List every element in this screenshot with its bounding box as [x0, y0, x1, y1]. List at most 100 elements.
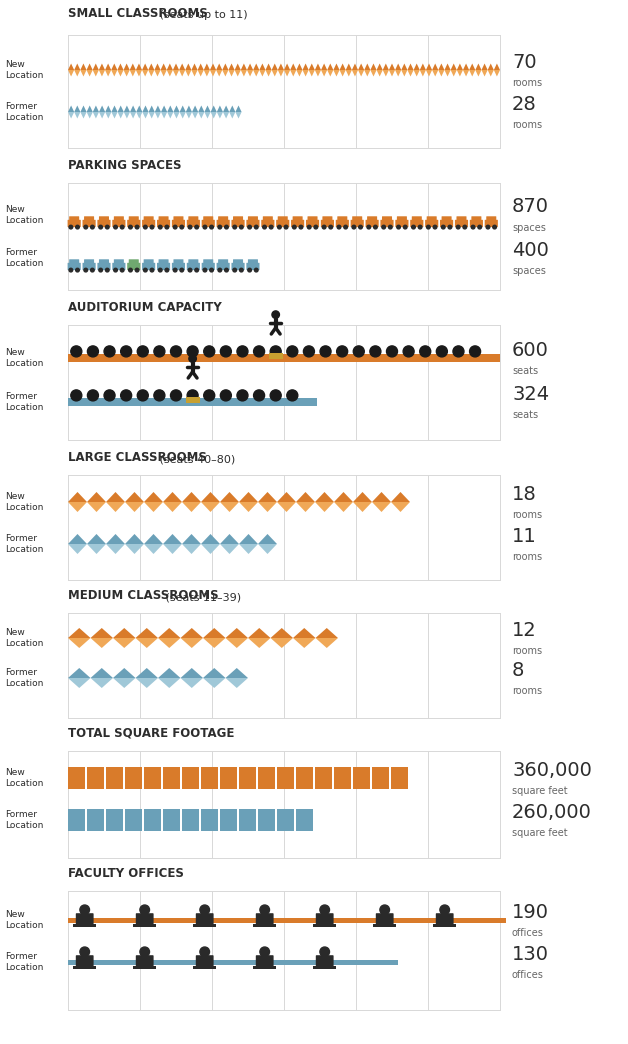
Polygon shape: [180, 678, 203, 688]
Polygon shape: [167, 105, 173, 112]
Polygon shape: [271, 628, 293, 638]
Polygon shape: [180, 628, 203, 638]
Polygon shape: [201, 492, 220, 502]
Polygon shape: [340, 64, 346, 70]
FancyBboxPatch shape: [433, 924, 457, 927]
Polygon shape: [179, 64, 185, 70]
Circle shape: [104, 346, 115, 357]
Polygon shape: [309, 64, 315, 70]
Polygon shape: [315, 502, 334, 512]
Polygon shape: [106, 544, 125, 554]
Polygon shape: [353, 502, 372, 512]
Text: 11: 11: [512, 526, 537, 546]
Polygon shape: [167, 112, 173, 119]
Circle shape: [150, 226, 154, 229]
Text: 130: 130: [512, 945, 549, 964]
Text: (seats up to 11): (seats up to 11): [156, 10, 247, 20]
Polygon shape: [180, 105, 186, 112]
Circle shape: [320, 905, 330, 915]
FancyBboxPatch shape: [87, 767, 104, 789]
Polygon shape: [163, 502, 182, 512]
Circle shape: [248, 226, 251, 229]
Polygon shape: [185, 64, 192, 70]
FancyBboxPatch shape: [291, 220, 304, 228]
FancyBboxPatch shape: [313, 924, 337, 927]
Circle shape: [170, 389, 181, 401]
FancyBboxPatch shape: [440, 220, 453, 228]
FancyBboxPatch shape: [69, 216, 79, 221]
Polygon shape: [239, 544, 258, 554]
FancyBboxPatch shape: [277, 809, 294, 831]
FancyBboxPatch shape: [158, 259, 168, 264]
Polygon shape: [99, 64, 105, 70]
Polygon shape: [144, 492, 163, 502]
FancyBboxPatch shape: [239, 809, 256, 831]
Polygon shape: [124, 105, 130, 112]
Polygon shape: [475, 64, 482, 70]
Circle shape: [260, 905, 269, 915]
Text: (seats 11–39): (seats 11–39): [161, 592, 241, 602]
Polygon shape: [389, 64, 395, 70]
Polygon shape: [68, 105, 74, 112]
FancyBboxPatch shape: [68, 809, 85, 831]
FancyBboxPatch shape: [258, 767, 275, 789]
FancyBboxPatch shape: [157, 263, 170, 270]
Text: MEDIUM CLASSROOMS: MEDIUM CLASSROOMS: [68, 589, 219, 602]
Polygon shape: [142, 70, 148, 76]
Polygon shape: [106, 502, 125, 512]
Polygon shape: [315, 628, 338, 638]
FancyBboxPatch shape: [68, 354, 500, 362]
Polygon shape: [457, 64, 463, 70]
Polygon shape: [203, 70, 210, 76]
Polygon shape: [248, 628, 271, 638]
Polygon shape: [277, 502, 296, 512]
Polygon shape: [377, 70, 382, 76]
FancyBboxPatch shape: [248, 259, 258, 264]
FancyBboxPatch shape: [193, 966, 217, 969]
Polygon shape: [87, 533, 106, 544]
Polygon shape: [271, 638, 293, 648]
Circle shape: [237, 346, 248, 357]
Text: spaces: spaces: [512, 266, 546, 276]
Polygon shape: [420, 70, 426, 76]
Polygon shape: [475, 70, 482, 76]
Polygon shape: [182, 533, 201, 544]
Polygon shape: [236, 112, 242, 119]
Polygon shape: [68, 502, 87, 512]
Polygon shape: [258, 492, 277, 502]
Polygon shape: [99, 70, 105, 76]
Circle shape: [203, 389, 215, 401]
Circle shape: [303, 346, 315, 357]
FancyBboxPatch shape: [425, 220, 438, 228]
Polygon shape: [87, 492, 106, 502]
FancyBboxPatch shape: [68, 767, 85, 789]
Polygon shape: [185, 70, 192, 76]
Text: 400: 400: [512, 240, 549, 260]
Circle shape: [397, 226, 401, 229]
Text: offices: offices: [512, 970, 544, 980]
Polygon shape: [111, 70, 117, 76]
Circle shape: [114, 268, 117, 271]
Polygon shape: [334, 492, 353, 502]
Text: New
Location: New Location: [5, 910, 43, 930]
Polygon shape: [68, 544, 87, 554]
Polygon shape: [105, 64, 111, 70]
Polygon shape: [220, 492, 239, 502]
Polygon shape: [372, 502, 391, 512]
Circle shape: [210, 268, 214, 271]
FancyBboxPatch shape: [97, 263, 111, 270]
Text: 12: 12: [512, 620, 537, 640]
FancyBboxPatch shape: [472, 216, 482, 221]
FancyBboxPatch shape: [246, 263, 259, 270]
Polygon shape: [198, 70, 203, 76]
Polygon shape: [158, 628, 180, 638]
Circle shape: [441, 226, 445, 229]
Circle shape: [287, 346, 298, 357]
Polygon shape: [173, 70, 179, 76]
Polygon shape: [80, 70, 87, 76]
Polygon shape: [235, 64, 241, 70]
FancyBboxPatch shape: [202, 263, 215, 270]
Polygon shape: [296, 492, 315, 502]
Circle shape: [382, 226, 386, 229]
Text: New
Location: New Location: [5, 627, 43, 648]
